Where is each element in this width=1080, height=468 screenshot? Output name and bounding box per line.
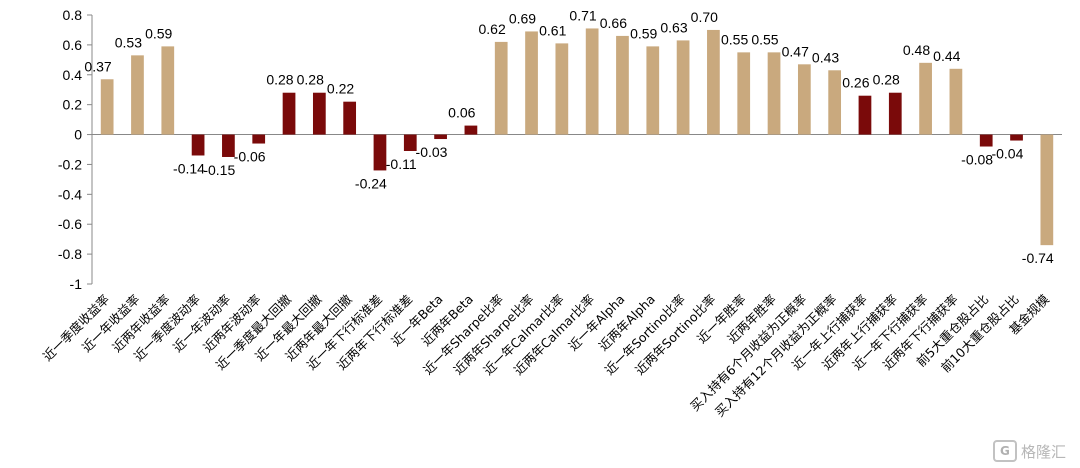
data-label: 0.22	[327, 81, 354, 97]
bar	[767, 52, 781, 135]
y-tick-label: -0.6	[58, 216, 82, 232]
bar	[252, 134, 266, 144]
category-labels-layer: 近一季度收益率近一年收益率近两年收益率近一季度波动率近一年波动率近两年波动率近一…	[40, 291, 1053, 419]
data-label: 0.63	[660, 19, 687, 35]
data-label: 0.61	[539, 22, 566, 38]
y-tick-label: -1	[70, 276, 83, 292]
data-label: 0.55	[751, 31, 778, 47]
y-tick-label: -0.2	[58, 156, 82, 172]
bar	[191, 134, 205, 156]
bar	[161, 46, 175, 135]
bar	[737, 52, 751, 135]
bar	[494, 41, 508, 135]
watermark-text: 格隆汇	[1020, 442, 1066, 461]
data-label: 0.53	[115, 34, 142, 50]
bar	[555, 43, 569, 135]
bar	[979, 134, 993, 147]
y-tick-label: 0.6	[63, 37, 83, 53]
data-label: 0.28	[266, 72, 293, 88]
data-label: -0.03	[416, 144, 448, 160]
bar	[312, 92, 326, 135]
bar	[797, 64, 811, 135]
axis-layer: 0.8 0.6 0.4 0.2 0 -0.2 -0.4 -0.6 -0.8 -1	[58, 7, 1062, 292]
data-label: 0.59	[630, 25, 657, 41]
bar	[585, 28, 599, 135]
y-tick-label: 0	[74, 127, 82, 143]
data-label: 0.48	[903, 42, 930, 58]
bar	[434, 134, 447, 140]
data-label: 0.71	[569, 7, 596, 23]
bar	[1040, 134, 1054, 246]
bar	[100, 79, 114, 135]
data-label: 0.44	[933, 48, 960, 64]
data-label: -0.14	[173, 160, 205, 176]
bar	[919, 62, 932, 135]
data-label: 0.55	[721, 31, 748, 47]
bar	[646, 46, 660, 135]
data-labels-layer: 0.370.530.59-0.14-0.15-0.060.28 0.280.22-…	[84, 7, 1053, 266]
y-tick-label: 0.8	[63, 7, 83, 23]
bar	[676, 40, 690, 135]
data-label: 0.06	[448, 105, 475, 121]
y-tick-label: -0.8	[58, 246, 82, 262]
bar	[131, 55, 144, 135]
bar	[1010, 134, 1023, 141]
bar	[343, 101, 357, 135]
bar	[949, 68, 963, 135]
data-label: -0.15	[203, 162, 235, 178]
data-label: 0.47	[782, 43, 809, 59]
data-label: 0.59	[145, 25, 172, 41]
bar	[616, 35, 629, 135]
y-tick-label: -0.4	[58, 186, 82, 202]
data-label: 0.69	[509, 10, 536, 26]
bar	[828, 70, 842, 135]
data-label: 0.26	[842, 75, 869, 91]
data-label: 0.37	[84, 58, 111, 74]
y-tick-label: 0.4	[63, 67, 83, 83]
watermark: G 格隆汇	[992, 440, 1066, 462]
data-label: -0.24	[355, 175, 387, 191]
data-label: 0.70	[691, 9, 718, 25]
bar	[707, 29, 720, 135]
bar	[222, 134, 235, 157]
bar	[525, 31, 538, 135]
bar	[464, 125, 478, 135]
data-label: -0.74	[1022, 250, 1054, 266]
data-label: 0.28	[873, 72, 900, 88]
data-label: 0.43	[812, 49, 839, 65]
data-label: -0.08	[961, 152, 993, 168]
bar	[403, 134, 417, 151]
data-label: -0.06	[234, 149, 266, 165]
bar	[858, 95, 872, 135]
bars-layer	[100, 28, 1054, 246]
bar	[282, 92, 296, 135]
bar	[888, 92, 902, 135]
y-tick-label: 0.2	[63, 97, 83, 113]
data-label: 0.28	[297, 72, 324, 88]
data-label: -0.04	[991, 146, 1023, 162]
watermark-logo-icon: G	[992, 440, 1017, 462]
data-label: -0.11	[386, 156, 417, 172]
data-label: 0.62	[479, 21, 506, 37]
bar	[373, 134, 387, 171]
data-label: 0.66	[600, 15, 627, 31]
